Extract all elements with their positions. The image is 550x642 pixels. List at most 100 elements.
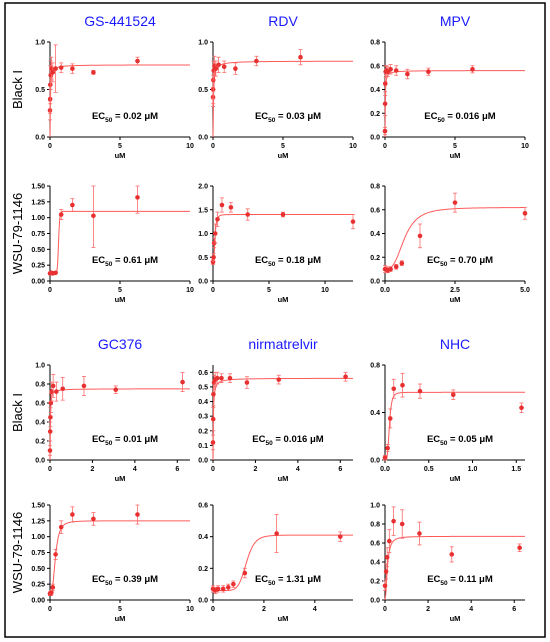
data-point [48, 414, 53, 420]
y-tick-label: 0.6 [370, 541, 380, 548]
x-tick-label: 0 [48, 143, 52, 150]
x-tick-label: 10 [349, 143, 357, 150]
data-point [219, 375, 224, 381]
x-tick-label: 0 [48, 287, 52, 294]
data-point [60, 386, 66, 392]
data-point [113, 387, 119, 393]
data-point [522, 211, 528, 216]
ec50-label: EC50 = 0.11 μM [427, 574, 493, 587]
x-tick-label: 0 [211, 287, 215, 294]
x-tick-label: 5 [453, 143, 457, 150]
panel-6: 0.0 0.2 0.4 0.6 0.8 0.0 2.5 5.0 uM EC50 = 0.70 μM [370, 184, 530, 305]
x-axis-label: uM [115, 614, 126, 623]
data-point [219, 202, 225, 208]
data-point [337, 534, 343, 539]
fit-curve [212, 377, 353, 461]
y-tick-label: 2.0 [198, 184, 208, 191]
data-point [393, 68, 399, 73]
y-tick-label: 0.6 [35, 401, 45, 408]
ec50-label: EC50 = 0.61 μM [92, 255, 158, 268]
y-tick-label: 0.5 [198, 384, 208, 391]
panel-1: GS-441524 Black I 0.0 0.5 1.0 0 5 10 uM EC50 = 0.… [10, 13, 194, 160]
y-tick-label: 0.8 [370, 184, 380, 191]
data-point [210, 259, 216, 265]
x-tick-label: 6 [512, 606, 516, 613]
x-axis-label: uM [115, 474, 126, 483]
x-axis-label: uM [450, 474, 461, 483]
data-point [242, 570, 248, 576]
x-tick-label: 5 [281, 143, 285, 150]
data-point [180, 379, 185, 385]
y-tick-label: 1.0 [35, 363, 45, 370]
data-point [81, 383, 87, 389]
y-tick-label: 0.2 [370, 255, 380, 262]
data-point [450, 392, 456, 397]
data-point [382, 101, 388, 107]
data-point [385, 445, 390, 451]
y-tick-label: 0.6 [370, 207, 380, 214]
data-point [215, 216, 220, 222]
data-point [231, 581, 236, 587]
data-point [53, 552, 58, 557]
x-axis-label: uM [450, 614, 461, 623]
data-point [50, 383, 56, 389]
panel-5: 0.0 0.5 1.0 1.5 2.0 0 5 10 uM EC50 = 0.18 μM [198, 184, 356, 304]
x-tick-label: 4 [313, 606, 317, 613]
x-axis-label: uM [278, 474, 289, 483]
panel-title: GC376 [98, 336, 143, 352]
data-point [50, 585, 56, 590]
data-point [70, 66, 75, 71]
panel-11: 0.0 0.2 0.4 0.6 0 2 4 uM EC50 = 1.31 μM [198, 503, 353, 623]
data-point [449, 552, 455, 557]
panel-title: GS-441524 [84, 13, 156, 29]
panel-10: WSU-79-1146 0.00 0.25 0.50 0.75 1.00 1.25 1.50 0… [10, 503, 194, 624]
y-tick-label: 0.4 [370, 231, 380, 238]
data-point [382, 128, 388, 134]
y-tick-label: 0.0 [370, 135, 380, 142]
x-tick-label: 5 [267, 287, 271, 294]
data-point [244, 380, 250, 385]
data-point [210, 416, 216, 422]
panel-4: WSU-79-1146 0.00 0.25 0.50 0.75 1.00 1.25 1.50 0… [10, 184, 194, 305]
data-point [54, 389, 59, 394]
data-point [49, 590, 54, 595]
data-point [53, 270, 58, 276]
data-point [383, 569, 389, 574]
y-tick-label: 1.0 [35, 40, 45, 47]
data-point [387, 538, 392, 544]
x-tick-label: 4 [133, 466, 137, 473]
y-tick-label: 0.8 [370, 363, 380, 370]
y-tick-label: 0.4 [198, 399, 208, 406]
data-point [211, 254, 216, 260]
data-point [58, 65, 64, 70]
data-point [48, 400, 54, 406]
data-point [212, 231, 218, 236]
data-point [135, 195, 140, 200]
row-label: Black I [10, 70, 25, 109]
data-point [399, 260, 405, 266]
x-axis-label: uM [278, 151, 289, 160]
data-point [58, 524, 64, 530]
fit-curve [213, 534, 353, 591]
x-tick-label: 5.0 [520, 287, 530, 294]
panel-title: RDV [268, 13, 298, 29]
y-tick-label: 0.4 [370, 410, 380, 417]
data-point [245, 212, 251, 217]
data-point [388, 266, 393, 272]
y-tick-label: 0.0 [198, 458, 208, 465]
ec50-label: EC50 = 0.03 μM [255, 111, 321, 124]
data-point [384, 554, 390, 560]
data-point [228, 205, 234, 210]
data-point [399, 521, 405, 527]
ec50-label: EC50 = 0.01 μM [92, 434, 158, 447]
y-tick-label: 0.0 [198, 279, 208, 286]
data-point [405, 71, 410, 77]
fit-curve [384, 70, 525, 138]
data-point [216, 62, 221, 68]
x-tick-label: 5 [118, 606, 122, 613]
x-tick-label: 0 [211, 606, 215, 613]
panel-title: nirmatrelvir [248, 336, 318, 352]
panel-title: MPV [440, 13, 471, 29]
x-tick-label: 0 [383, 606, 387, 613]
x-tick-label: 10 [186, 287, 194, 294]
